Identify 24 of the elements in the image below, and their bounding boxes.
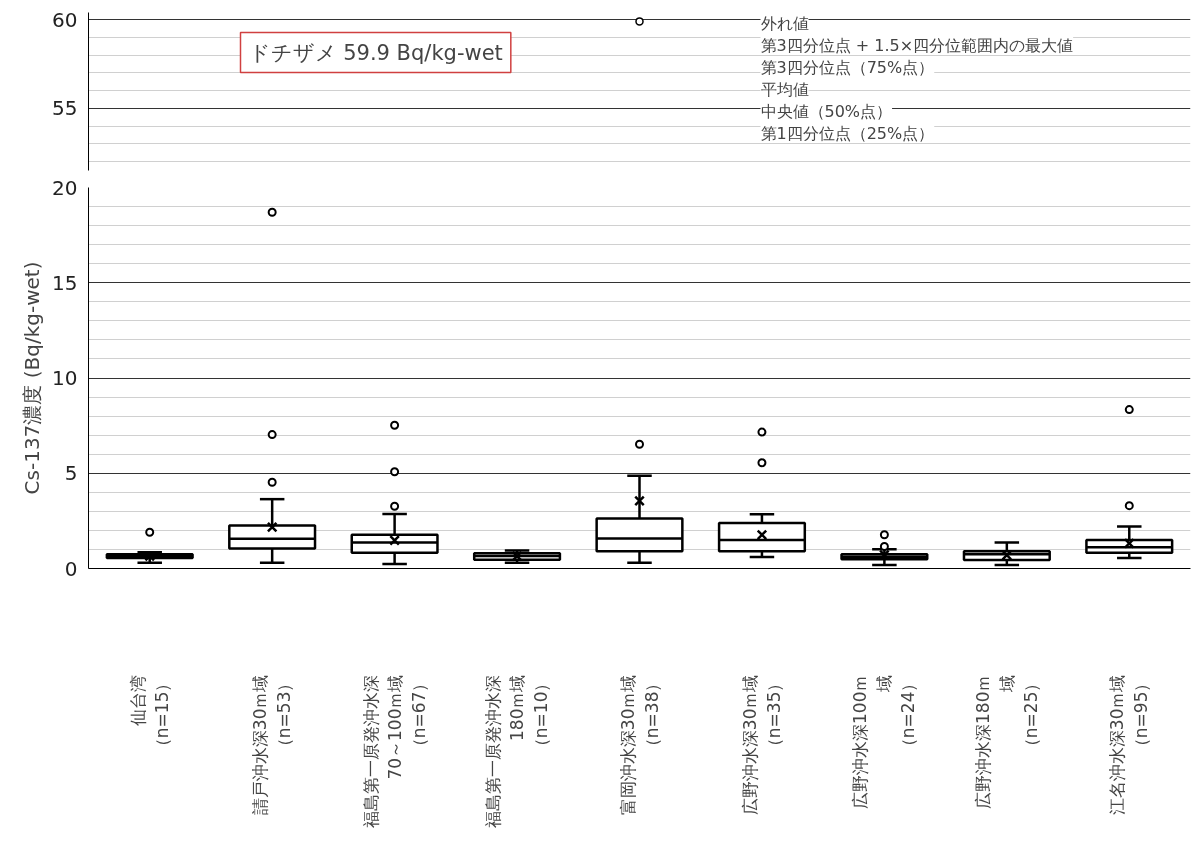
x-tick-label: 福島第一原発沖水深70～100ｍ域（n=67）: [360, 674, 429, 828]
x-tick-label: 富岡沖水深30ｍ域（n=38）: [617, 674, 662, 816]
y-tick-label: 5: [64, 461, 78, 486]
annotation: 第3四分位点 + 1.5×四分位範囲内の最大値: [760, 35, 1074, 55]
y-tick-label: 0: [64, 556, 78, 581]
y-tick-label: 55: [52, 96, 78, 121]
annotation: 外れ値: [760, 13, 809, 33]
x-tick-label: 広野沖水深30ｍ域（n=35）: [739, 674, 784, 816]
y-tick-label: 20: [52, 175, 78, 200]
annotation: 平均値: [760, 79, 809, 99]
y-tick-label: 10: [52, 366, 78, 390]
x-tick-label: 仙台湾（n=15）: [127, 674, 172, 756]
x-tick-label: 請戸沖水深30ｍ域（n=53）: [250, 674, 295, 816]
annotation: 第1四分位点（25%点）: [760, 123, 935, 143]
y-axis-title: Cs-137濃度 (Bq/kg-wet): [20, 261, 45, 495]
x-tick-label: 江名沖水深30ｍ域（n=95）: [1107, 674, 1152, 816]
annotation: 中央値（50%点）: [760, 101, 893, 121]
annotation: ドチザメ 59.9 Bq/kg-wet: [248, 40, 503, 65]
annotation: 第3四分位点（75%点）: [760, 57, 935, 77]
y-tick-label: 15: [52, 270, 78, 295]
x-tick-label: 広野沖水深100ｍ域（n=24）: [850, 674, 919, 809]
x-tick-label: 福島第一原発沖水深180ｍ域（n=10）: [483, 674, 552, 828]
x-tick-label: 広野沖水深180ｍ域（n=25）: [972, 674, 1041, 809]
y-tick-label: 60: [52, 7, 78, 32]
